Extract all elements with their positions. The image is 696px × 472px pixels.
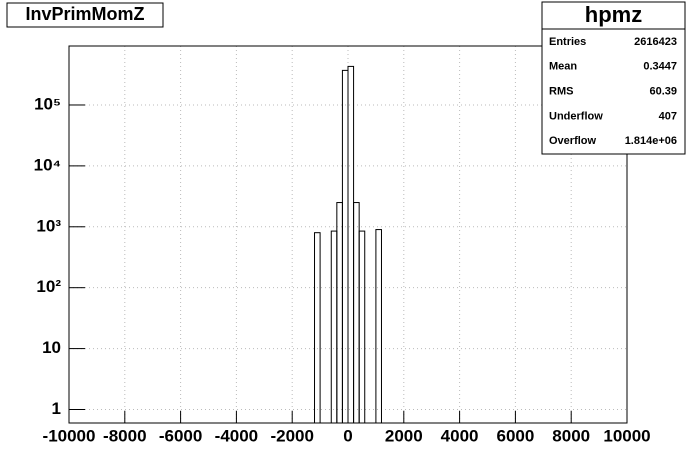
stats-label: Mean	[549, 61, 577, 73]
stats-label: Entries	[549, 36, 586, 48]
x-tick-label: 4000	[441, 426, 479, 445]
stats-label: Overflow	[549, 135, 597, 147]
x-tick-label: 6000	[496, 426, 534, 445]
x-tick-label: -6000	[159, 426, 202, 445]
x-tick-label: -2000	[270, 426, 313, 445]
y-tick-label: 10	[42, 338, 61, 357]
stats-box	[541, 1, 686, 155]
y-tick-label: 10²	[36, 277, 61, 296]
y-tick-label: 10⁵	[34, 94, 61, 113]
chart-title: InvPrimMomZ	[25, 4, 144, 24]
stats-title: hpmz	[585, 2, 642, 27]
y-tick-label: 1	[52, 399, 61, 418]
stats-value: 1.814e+06	[625, 135, 677, 147]
stats-label: RMS	[549, 86, 573, 98]
x-tick-label: 0	[343, 426, 352, 445]
x-tick-label: -4000	[215, 426, 258, 445]
stats-value: 407	[659, 110, 677, 122]
stats-value: 60.39	[649, 86, 677, 98]
plot-frame	[68, 45, 628, 424]
x-tick-label: 10000	[603, 426, 650, 445]
title-box	[6, 2, 164, 28]
x-tick-label: -10000	[43, 426, 96, 445]
y-tick-label: 10³	[36, 216, 61, 235]
stats-value: 0.3447	[643, 61, 677, 73]
x-tick-label: 8000	[552, 426, 590, 445]
x-tick-label: -8000	[103, 426, 146, 445]
stats-value: 2616423	[634, 36, 677, 48]
stats-label: Underflow	[549, 110, 603, 122]
x-tick-label: 2000	[385, 426, 423, 445]
y-tick-label: 10⁴	[34, 155, 61, 174]
